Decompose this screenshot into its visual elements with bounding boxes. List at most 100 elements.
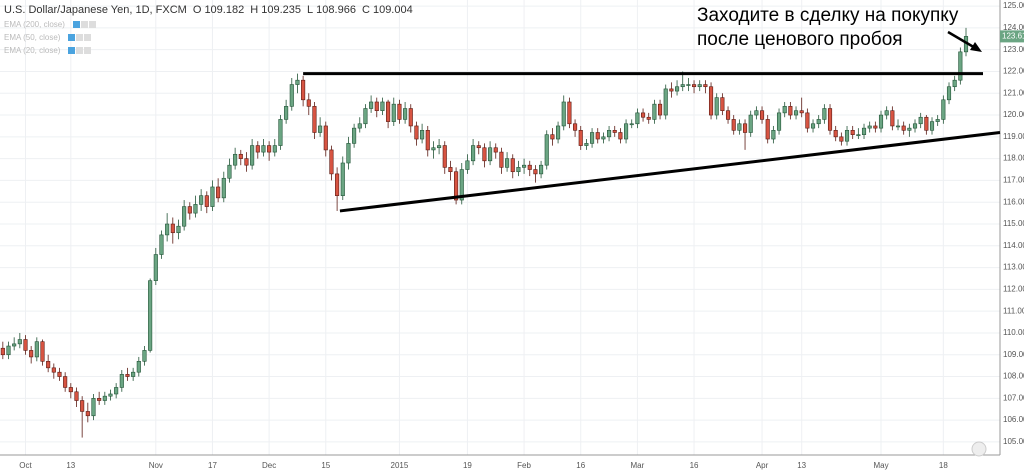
candle-body xyxy=(946,86,952,101)
ohlc-value: 109.235 xyxy=(261,4,301,16)
candle-body xyxy=(556,125,561,140)
candle-body xyxy=(329,149,334,175)
y-tick-label: 119.000 xyxy=(1003,132,1024,141)
ohlc-label: L xyxy=(307,4,314,16)
candle-body xyxy=(686,84,691,86)
candle-body xyxy=(584,143,589,146)
candle-body xyxy=(527,164,532,170)
candle-body xyxy=(170,223,175,234)
candle-body xyxy=(641,112,646,118)
candle-body xyxy=(448,167,453,173)
candle-body xyxy=(204,195,209,207)
candle-body xyxy=(793,110,799,116)
candle-body xyxy=(437,145,442,149)
candle-body xyxy=(51,367,56,373)
candle-body xyxy=(867,125,872,129)
ohlc-label: O xyxy=(192,4,202,16)
candle-body xyxy=(816,119,821,125)
candle-body xyxy=(238,153,243,159)
candle-body xyxy=(658,103,663,116)
candle-body xyxy=(68,387,73,393)
x-tick-label: Dec xyxy=(262,461,276,470)
candle-body xyxy=(488,147,493,162)
candle-body xyxy=(414,125,419,140)
candle-body xyxy=(544,134,549,166)
x-tick-label: 18 xyxy=(939,461,948,470)
candle-body xyxy=(759,110,765,120)
candle-body xyxy=(108,393,113,397)
candle-body xyxy=(482,147,487,162)
candle-body xyxy=(935,119,940,122)
candle-body xyxy=(958,51,963,81)
legend: U.S. Dollar/Japanese Yen, 1D, FXCM O 109.… xyxy=(4,4,416,55)
x-tick-label: Apr xyxy=(756,461,769,470)
candle-body xyxy=(301,79,306,101)
candle-body xyxy=(29,350,34,358)
ohlc-value: 109.182 xyxy=(204,4,245,16)
candle-body xyxy=(590,132,595,144)
x-tick-label: 15 xyxy=(321,461,330,470)
y-tick-label: 106.000 xyxy=(1003,415,1024,424)
candle-body xyxy=(635,112,640,125)
ohlc-value: 109.004 xyxy=(372,4,413,16)
candle-body xyxy=(374,101,379,111)
candle-body xyxy=(742,123,748,133)
x-tick-label: 2015 xyxy=(391,461,409,470)
candle-body xyxy=(476,145,481,149)
candle-body xyxy=(352,127,357,144)
candle-body xyxy=(295,79,300,85)
y-tick-label: 122.000 xyxy=(1003,67,1024,76)
candle-body xyxy=(663,88,668,116)
settings-button[interactable] xyxy=(971,441,987,457)
candle-body xyxy=(80,400,85,412)
candle-body xyxy=(97,398,102,401)
y-tick-label: 125.000 xyxy=(1003,1,1024,10)
candle-body xyxy=(618,132,623,140)
ohlc-value: 108.966 xyxy=(316,4,356,16)
candle-body xyxy=(261,145,266,153)
candle-body xyxy=(850,130,855,135)
candle-body xyxy=(629,123,634,126)
candle-body xyxy=(810,123,816,129)
candle-body xyxy=(187,206,192,214)
candle-body xyxy=(952,79,957,88)
y-tick-label: 118.000 xyxy=(1003,154,1024,163)
candle-body xyxy=(731,119,736,131)
candle-body xyxy=(788,106,793,116)
candle-body xyxy=(85,411,90,417)
candle-body xyxy=(471,145,476,162)
candle-body xyxy=(284,106,289,120)
candle-body xyxy=(6,345,11,356)
candle-body xyxy=(193,204,198,214)
indicator[interactable]: EMA (50, close) xyxy=(4,33,416,42)
candle-body xyxy=(148,280,153,351)
candle-body xyxy=(153,254,158,281)
candle-body xyxy=(142,350,147,362)
x-tick-label: 13 xyxy=(797,461,806,470)
candle-body xyxy=(737,123,742,131)
candle-body xyxy=(612,130,617,133)
candle-body xyxy=(380,101,385,111)
candle-body xyxy=(805,112,810,129)
candle-body xyxy=(652,103,657,120)
candle-body xyxy=(691,84,697,88)
candle-body xyxy=(216,186,221,199)
x-tick-label: 19 xyxy=(463,461,472,470)
candle-body xyxy=(539,164,544,175)
candle-body xyxy=(23,339,28,351)
y-tick-label: 112.000 xyxy=(1003,284,1024,293)
x-tick-label: May xyxy=(873,461,888,470)
candle-body xyxy=(397,103,402,120)
x-tick-label: Nov xyxy=(149,461,163,470)
indicator[interactable]: EMA (200, close) xyxy=(4,20,416,29)
candle-body xyxy=(708,86,714,116)
candle-body xyxy=(799,110,804,114)
candle-body xyxy=(884,110,889,116)
candle-body xyxy=(907,127,912,131)
arrow-head xyxy=(970,42,982,52)
candle-body xyxy=(233,153,238,166)
candle-body xyxy=(912,123,918,129)
indicator[interactable]: EMA (20, close) xyxy=(4,46,416,55)
candle-body xyxy=(40,341,45,362)
candle-body xyxy=(34,341,39,358)
